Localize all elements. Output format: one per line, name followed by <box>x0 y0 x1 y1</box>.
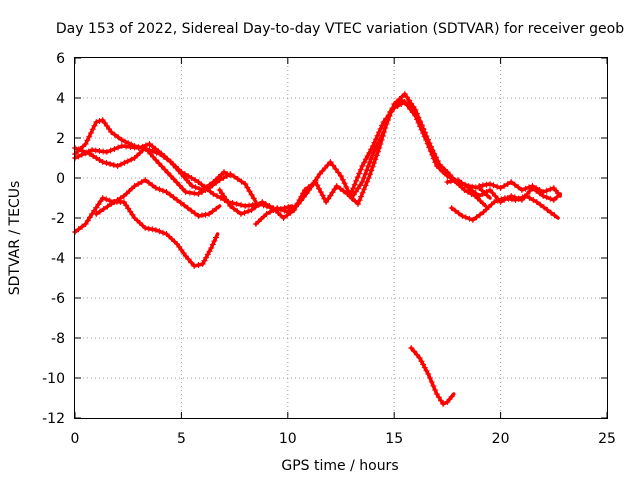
y-tick-label: -2 <box>51 211 65 227</box>
series-markers-arc-11 <box>448 193 558 223</box>
y-tick-label: -10 <box>42 371 65 387</box>
chart-title: Day 153 of 2022, Sidereal Day-to-day VTE… <box>56 21 624 37</box>
data-series <box>72 91 562 407</box>
series-line-arc-8 <box>349 100 492 200</box>
y-tick-label: -6 <box>51 291 65 307</box>
x-tick-label: 0 <box>71 431 80 447</box>
y-tick-label: 2 <box>56 131 65 147</box>
series-markers-arc-12 <box>408 345 455 407</box>
series-markers-arc-4 <box>93 177 220 219</box>
x-tick-label: 25 <box>598 431 616 447</box>
y-axis-label: SDTVAR / TECUs <box>7 181 23 296</box>
x-tick-label: 20 <box>492 431 510 447</box>
x-tick-label: 5 <box>177 431 186 447</box>
x-tick-label: 10 <box>279 431 297 447</box>
y-tick-label: -4 <box>51 251 65 267</box>
y-tick-label: 6 <box>56 51 65 67</box>
series-markers-arc-10 <box>476 179 562 197</box>
y-tick-label: -8 <box>51 331 65 347</box>
plot-frame <box>74 57 608 419</box>
series-markers-arc-5 <box>72 195 219 269</box>
y-tick-label: 0 <box>56 171 65 187</box>
series-line-arc-12 <box>409 346 456 406</box>
y-tick-label: -12 <box>42 411 65 427</box>
y-tick-label: 4 <box>56 91 65 107</box>
y-axis: -12 -10 -8 -6 -4 -2 0 2 4 6 <box>42 51 607 427</box>
gridlines <box>75 58 607 418</box>
x-axis-label: GPS time / hours <box>281 458 398 474</box>
x-axis: 0 5 10 15 20 25 <box>71 58 616 447</box>
x-tick-label: 15 <box>385 431 403 447</box>
